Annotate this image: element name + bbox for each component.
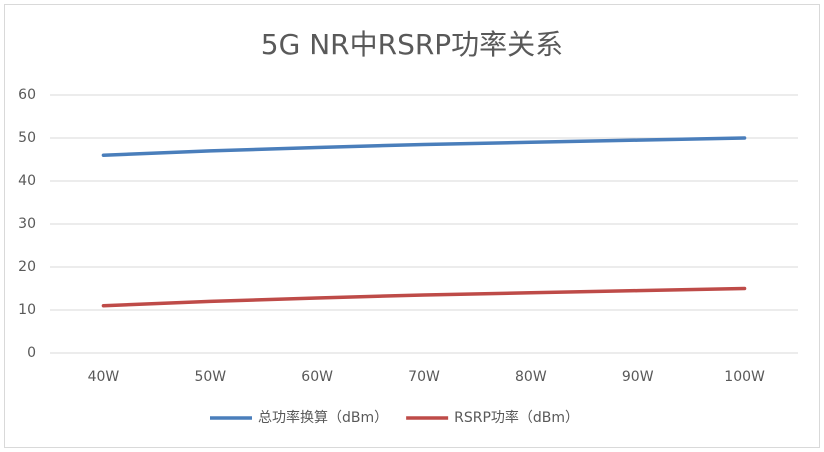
chart-border (4, 4, 820, 448)
y-tick-label: 30 (18, 216, 36, 232)
y-tick-label: 50 (18, 130, 36, 146)
x-tick-label: 60W (301, 369, 333, 385)
x-tick-label: 80W (515, 369, 547, 385)
x-tick-label: 70W (408, 369, 440, 385)
y-tick-label: 20 (18, 259, 36, 275)
y-tick-label: 60 (18, 87, 36, 103)
x-tick-label: 100W (724, 369, 765, 385)
series-line (101, 136, 747, 157)
x-tick-label: 90W (622, 369, 654, 385)
y-tick-label: 40 (18, 173, 36, 189)
series-line (101, 286, 747, 308)
y-tick-label: 0 (27, 345, 36, 361)
y-tick-label: 10 (18, 302, 36, 318)
x-tick-label: 40W (88, 369, 120, 385)
legend-label: RSRP功率（dBm） (454, 409, 579, 426)
legend-label: 总功率换算（dBm） (258, 409, 388, 426)
x-tick-label: 50W (194, 369, 226, 385)
chart-title: 5G NR中RSRP功率关系 (261, 28, 563, 61)
